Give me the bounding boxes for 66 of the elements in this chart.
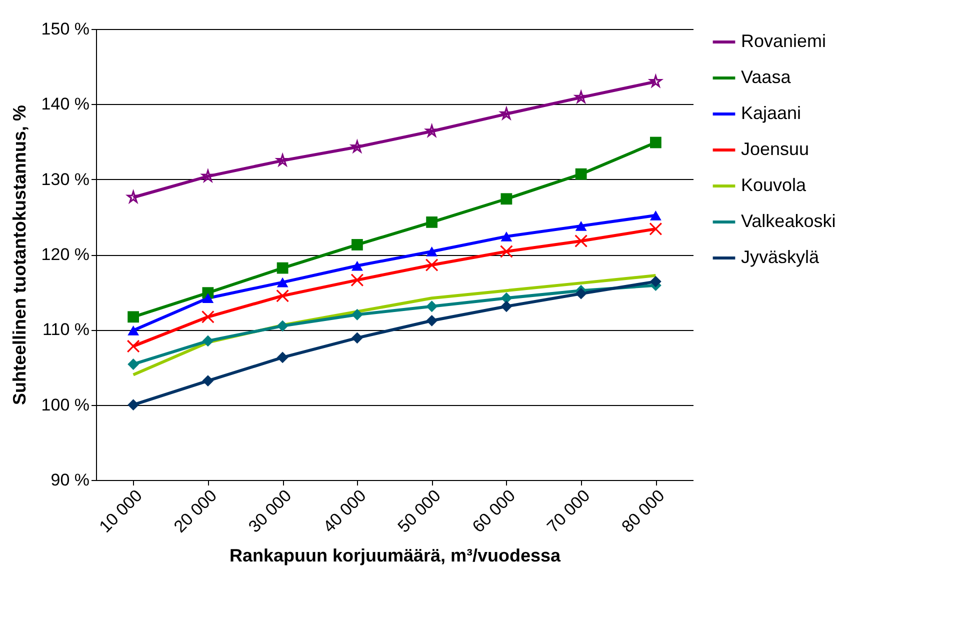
point [276, 262, 288, 274]
y-tick-label: 120 % [41, 245, 90, 264]
legend-label: Kajaani [741, 103, 802, 123]
point [201, 310, 214, 324]
y-tick-label: 110 % [42, 320, 90, 340]
y-axis-title: Suhteellinen tuotantokustannus, % [9, 104, 30, 406]
x-tick-label: 60 000 [468, 486, 519, 536]
point [351, 260, 363, 271]
point [500, 244, 513, 258]
point [128, 325, 140, 336]
legend-label: Jyväskylä [741, 247, 820, 267]
x-tick-label: 30 000 [244, 486, 296, 536]
legend-label: Joensuu [741, 139, 810, 159]
point [202, 375, 214, 386]
point [500, 193, 512, 205]
point [350, 274, 364, 287]
x-tick-label: 20 000 [170, 486, 220, 536]
y-tick-label: 100 % [41, 395, 90, 414]
point [425, 258, 438, 272]
point [202, 335, 214, 347]
point [128, 358, 140, 370]
point [575, 288, 587, 300]
point [426, 216, 438, 228]
point [574, 234, 588, 248]
point [426, 300, 438, 312]
legend-label: Valkeakoski [741, 211, 836, 231]
point [426, 124, 438, 137]
point [426, 246, 438, 256]
point [127, 190, 140, 203]
point [650, 136, 662, 148]
y-tick-label: 140 % [41, 94, 90, 114]
x-axis-title: Rankapuun korjuumäärä, m³/vuodessa [229, 546, 562, 566]
point [276, 320, 288, 332]
point [351, 308, 363, 320]
point [649, 222, 662, 236]
point [276, 289, 290, 302]
point [500, 232, 512, 242]
point [574, 90, 588, 103]
point [500, 292, 512, 304]
point [426, 314, 438, 326]
x-tick-label: 50 000 [394, 486, 444, 536]
point [575, 221, 587, 231]
point [575, 168, 587, 180]
legend-label: Vaasa [741, 67, 792, 87]
point [128, 311, 140, 323]
point [650, 210, 662, 220]
point [128, 399, 140, 411]
legend-label: Kouvola [741, 175, 808, 195]
point [351, 332, 363, 344]
point [500, 300, 512, 312]
y-tick-label: 150 % [41, 20, 90, 38]
point [276, 277, 288, 288]
legend-label: Rovaniemi [741, 31, 826, 51]
x-tick-label: 80 000 [618, 486, 668, 536]
point [650, 276, 662, 288]
y-tick-label: 130 % [41, 170, 90, 189]
point [202, 170, 214, 182]
point [351, 239, 363, 250]
point [126, 340, 140, 353]
x-tick-label: 10 000 [96, 486, 146, 536]
point [276, 352, 288, 364]
x-tick-label: 40 000 [320, 486, 370, 536]
y-tick-label: 90 % [50, 470, 90, 490]
point [202, 293, 214, 304]
point [500, 107, 513, 120]
x-tick-label: 70 000 [543, 486, 594, 536]
